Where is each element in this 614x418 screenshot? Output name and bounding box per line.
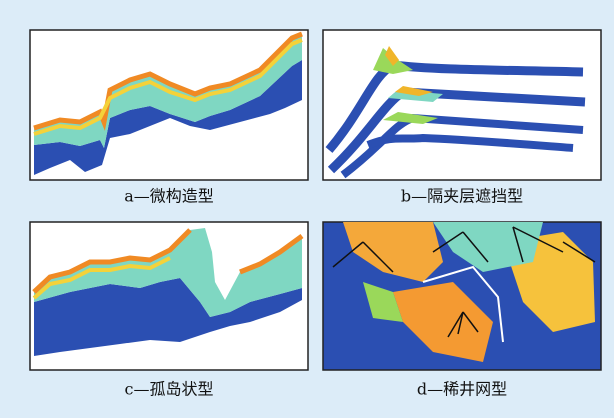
caption: c—孤岛状型 bbox=[125, 380, 214, 399]
caption: a—微构造型 bbox=[124, 187, 214, 206]
panel-a bbox=[30, 30, 308, 180]
caption: b—隔夹层遮挡型 bbox=[401, 187, 523, 206]
panel-c bbox=[30, 222, 308, 370]
caption: d—稀井网型 bbox=[417, 380, 507, 399]
panel-b bbox=[323, 30, 601, 180]
panel-d bbox=[323, 222, 601, 370]
page: a—微构造型 b—隔夹层遮挡型 c—孤岛状型 bbox=[0, 0, 614, 418]
figure: a—微构造型 b—隔夹层遮挡型 c—孤岛状型 bbox=[0, 0, 614, 418]
